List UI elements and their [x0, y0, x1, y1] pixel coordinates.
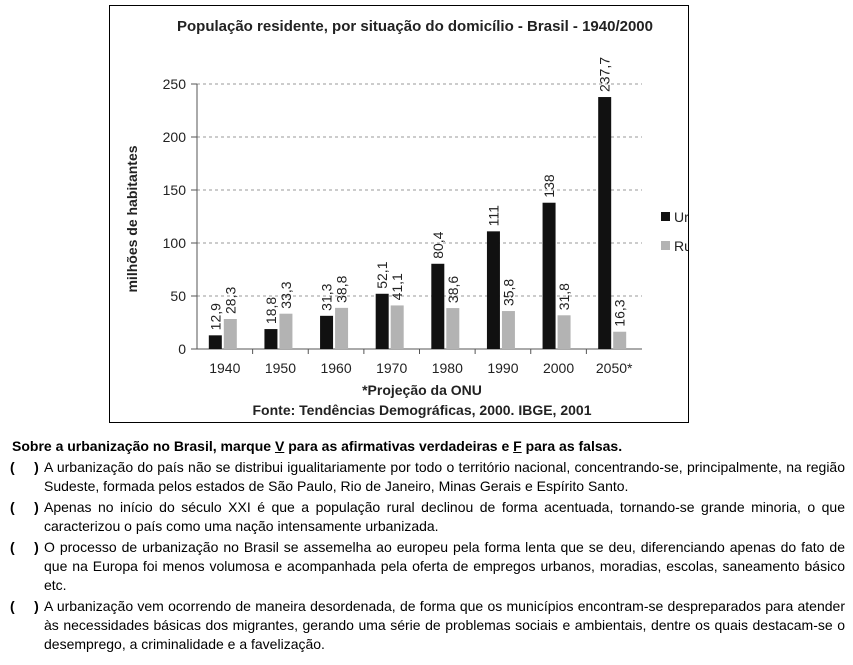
legend-label-urbana: Urbana — [674, 209, 688, 225]
bar-rural — [613, 331, 627, 349]
legend-swatch-urbana — [661, 212, 670, 221]
y-tick-label: 200 — [163, 129, 187, 145]
question-block: Sobre a urbanização no Brasil, marque V … — [10, 437, 845, 656]
data-label-urbana: 80,4 — [430, 231, 446, 258]
chart-source: Fonte: Tendências Demográficas, 2000. IB… — [253, 402, 592, 418]
bar-urbana — [264, 329, 278, 349]
bar-rural — [335, 307, 349, 349]
bar-urbana — [431, 263, 445, 349]
bar-rural — [279, 313, 293, 349]
data-label-urbana: 52,1 — [374, 261, 390, 288]
bar-chart: População residente, por situação do dom… — [124, 18, 688, 418]
answer-checkbox[interactable]: ( ) — [10, 539, 39, 555]
bar-rural — [390, 305, 404, 349]
data-label-rural: 38,8 — [334, 275, 350, 302]
chart-footnote: *Projeção da ONU — [362, 382, 482, 398]
answer-checkbox[interactable]: ( ) — [10, 499, 39, 515]
prompt-f-letter: F — [513, 438, 522, 454]
data-label-urbana: 111 — [485, 205, 501, 226]
answer-checkbox[interactable]: ( ) — [10, 598, 39, 614]
bar-rural — [501, 311, 515, 349]
data-label-rural: 31,8 — [556, 283, 572, 310]
y-tick-label: 250 — [163, 76, 187, 92]
data-label-urbana: 18,8 — [263, 297, 279, 324]
data-label-rural: 28,3 — [222, 287, 238, 314]
prompt-text-end: para as falsas. — [521, 438, 623, 454]
x-tick-label: 1960 — [320, 360, 351, 376]
bar-urbana — [375, 293, 389, 349]
x-tick-label: 2050* — [596, 360, 633, 376]
legend-label-rural: Rural — [674, 238, 688, 254]
data-label-rural: 33,3 — [278, 281, 294, 308]
statement-item: ( ) Apenas no início do século XXI é que… — [10, 498, 845, 536]
x-tick-label: 1980 — [432, 360, 463, 376]
bars — [208, 97, 627, 350]
x-tick-label: 1950 — [265, 360, 296, 376]
data-label-rural: 38,6 — [445, 276, 461, 303]
data-label-rural: 16,3 — [612, 299, 628, 326]
prompt-v-letter: V — [274, 438, 285, 454]
prompt-text-start: Sobre a urbanização no Brasil, marque — [12, 438, 275, 454]
bar-rural — [223, 319, 237, 349]
axes: 0 50 100 150 200 250 1940 1950 1960 1970 1980 1990 2… — [163, 76, 642, 376]
data-label-urbana: 138 — [541, 174, 557, 198]
chart-frame: População residente, por situação do dom… — [109, 5, 689, 423]
bar-urbana — [486, 231, 500, 349]
statement-text: A urbanização vem ocorrendo de maneira d… — [44, 598, 845, 652]
y-tick-label: 0 — [178, 341, 186, 357]
statement-text: O processo de urbanização no Brasil se a… — [44, 539, 845, 593]
y-tick-label: 150 — [163, 182, 187, 198]
data-label-urbana: 31,3 — [319, 283, 335, 310]
data-label-rural: 41,1 — [389, 273, 405, 300]
data-labels: 12,928,3 18,833,3 31,3 38,8 52,1 41,1 80,4 38,6… — [207, 57, 627, 331]
x-tick-label: 1990 — [487, 360, 518, 376]
bar-urbana — [320, 315, 334, 349]
bar-rural — [446, 308, 460, 349]
x-tick-label: 1970 — [376, 360, 407, 376]
legend: Urbana Rural — [661, 209, 688, 254]
statement-item: ( ) A urbanização vem ocorrendo de manei… — [10, 597, 845, 654]
statement-item: ( ) O processo de urbanização no Brasil … — [10, 538, 845, 595]
question-prompt: Sobre a urbanização no Brasil, marque V … — [12, 437, 845, 456]
bar-urbana — [598, 97, 612, 350]
x-tick-label: 2000 — [543, 360, 574, 376]
answer-checkbox[interactable]: ( ) — [10, 459, 39, 475]
statement-item: ( ) A urbanização do país não se distrib… — [10, 458, 845, 496]
y-tick-label: 50 — [170, 288, 186, 304]
data-label-urbana: 12,9 — [207, 303, 223, 330]
bar-urbana — [208, 335, 222, 349]
bar-urbana — [542, 202, 556, 349]
y-tick-label: 100 — [163, 235, 187, 251]
bar-rural — [557, 315, 571, 349]
data-label-rural: 35,8 — [500, 279, 516, 306]
chart-title: População residente, por situação do dom… — [177, 18, 653, 35]
gridlines — [197, 83, 642, 297]
statement-text: A urbanização do país não se distribui i… — [44, 459, 845, 494]
legend-swatch-rural — [661, 241, 670, 250]
data-label-urbana: 237,7 — [597, 57, 613, 92]
x-tick-label: 1940 — [209, 360, 240, 376]
statement-text: Apenas no início do século XXI é que a p… — [44, 499, 845, 534]
prompt-text-middle: para as afirmativas verdadeiras e — [284, 438, 514, 454]
y-axis-label: milhões de habitantes — [124, 145, 140, 292]
